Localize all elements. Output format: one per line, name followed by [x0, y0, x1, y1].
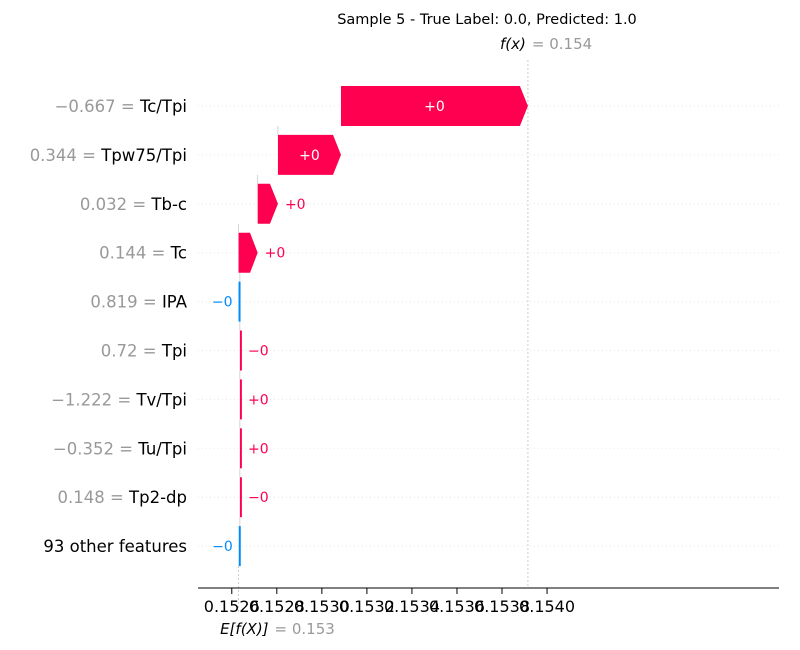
bar-value-label: −0	[248, 490, 269, 506]
fx-label: f(x)	[500, 35, 526, 53]
bar-value-label: +0	[248, 441, 269, 457]
waterfall-bar	[239, 330, 242, 371]
x-tick-label: 0.1532	[339, 597, 395, 616]
feature-label: 0.72 = Tpi	[101, 342, 187, 361]
bar-value-label: +0	[424, 99, 445, 115]
feature-label: 0.344 = Tpw75/Tpi	[30, 146, 187, 165]
waterfall-bar	[277, 134, 341, 175]
x-tick-label: 0.1536	[429, 597, 485, 616]
feature-name: Tb-c	[150, 195, 187, 214]
feature-value: −1.222 =	[51, 390, 136, 409]
waterfall-bar	[340, 86, 528, 126]
waterfall-bar	[238, 281, 241, 322]
waterfall-bar	[239, 379, 242, 420]
feature-value: 0.144 =	[99, 244, 171, 263]
feature-name: Tc	[170, 244, 187, 263]
chart-title: Sample 5 - True Label: 0.0, Predicted: 1…	[337, 12, 637, 28]
feature-value: 0.032 =	[80, 195, 152, 214]
bar-value-label: +0	[299, 148, 320, 164]
feature-label: 93 other features	[43, 537, 187, 556]
x-tick-label: 0.1526	[204, 597, 260, 616]
reference-lines	[238, 60, 529, 612]
x-axis-ticks: 0.15260.15280.15300.15320.15340.15360.15…	[204, 588, 575, 616]
fx-annotation: f(x) = 0.154	[500, 35, 592, 53]
feature-label: −1.222 = Tv/Tpi	[51, 390, 187, 409]
feature-label: −0.667 = Tc/Tpi	[55, 97, 187, 116]
feature-value: 0.148 =	[57, 488, 129, 507]
x-tick-label: 0.1530	[294, 597, 350, 616]
feature-name: Tc/Tpi	[139, 97, 187, 116]
feature-name: Tp2-dp	[128, 488, 187, 507]
base-value-annotation: E[f(X)] = 0.153	[220, 620, 335, 638]
feature-value: 0.819 =	[90, 293, 162, 312]
feature-label: 0.032 = Tb-c	[80, 195, 187, 214]
feature-label: 0.148 = Tp2-dp	[57, 488, 187, 507]
waterfall-bar	[257, 183, 278, 224]
x-tick-label: 0.1534	[384, 597, 440, 616]
bars-group: +0 +0 +0 +0 −0 −0 +0 +0 −0 −0	[212, 86, 528, 567]
feature-label: 0.144 = Tc	[99, 244, 187, 263]
bar-value-label: +0	[248, 392, 269, 408]
bar-value-label: −0	[212, 539, 233, 555]
row-gridlines	[198, 105, 779, 547]
feature-name: Tpi	[161, 342, 187, 361]
bar-value-label: +0	[265, 246, 286, 262]
feature-value: −0.352 =	[53, 439, 138, 458]
waterfall-bar	[238, 232, 258, 273]
bar-value-label: +0	[285, 197, 306, 213]
bar-value-label: −0	[248, 344, 269, 360]
feature-name: IPA	[162, 293, 188, 312]
feature-name: 93 other features	[43, 537, 187, 556]
x-tick-label: 0.1538	[474, 597, 530, 616]
feature-name: Tu/Tpi	[137, 439, 187, 458]
feature-labels: −0.667 = Tc/Tpi 0.344 = Tpw75/Tpi 0.032 = …	[30, 97, 188, 556]
feature-label: 0.819 = IPA	[90, 293, 187, 312]
feature-label: −0.352 = Tu/Tpi	[53, 439, 187, 458]
x-tick-label: 0.1528	[249, 597, 305, 616]
x-tick-label: 0.1540	[519, 597, 575, 616]
waterfall-bar	[239, 428, 242, 469]
feature-name: Tpw75/Tpi	[100, 146, 187, 165]
feature-value: 0.72 =	[101, 342, 162, 361]
feature-name: Tv/Tpi	[135, 390, 187, 409]
feature-value: 0.344 =	[30, 146, 102, 165]
base-value-label: E[f(X)]	[220, 620, 269, 638]
fx-value: = 0.154	[532, 35, 592, 53]
base-value-value: = 0.153	[275, 620, 335, 638]
feature-value: −0.667 =	[55, 97, 140, 116]
waterfall-bar	[238, 526, 241, 567]
waterfall-bar	[239, 477, 242, 518]
bar-value-label: −0	[212, 295, 233, 311]
